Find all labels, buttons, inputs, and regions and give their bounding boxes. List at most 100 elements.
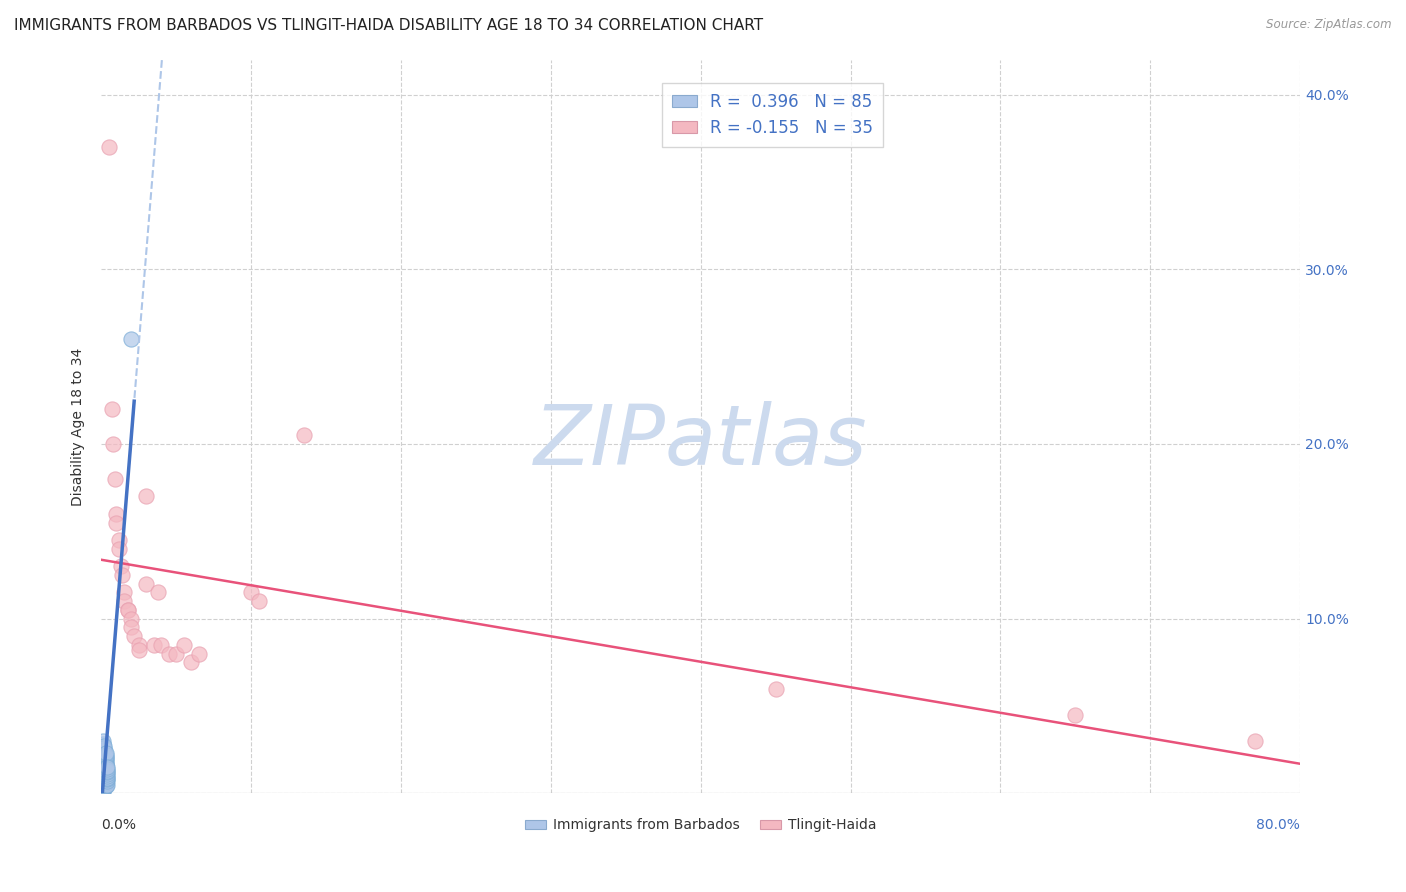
Point [93,751,115,765]
Point [122,629,145,643]
Point [105,507,128,521]
Point [94,758,117,772]
Point [91,734,114,748]
Point [142,638,165,652]
Point [91,751,114,765]
Point [146,585,169,599]
Point [96,767,118,781]
Point [180,656,202,670]
Point [91,758,114,772]
Point [96,774,118,789]
Point [112,594,135,608]
Point [91,776,114,790]
Point [1064,707,1087,722]
Text: Source: ZipAtlas.com: Source: ZipAtlas.com [1267,18,1392,31]
Point [135,576,157,591]
Point [91,780,114,794]
Point [91,742,114,756]
Point [247,594,270,608]
Point [93,765,115,780]
Point [94,753,117,767]
Point [91,783,114,797]
Point [157,647,180,661]
Point [91,778,114,792]
Point [91,744,114,758]
Point [105,516,128,530]
Point [96,765,118,780]
Point [91,756,114,771]
Point [94,780,117,794]
Point [93,755,115,769]
Point [91,762,114,776]
Point [187,647,209,661]
Point [117,603,139,617]
Point [94,774,117,789]
Point [94,767,117,781]
Point [91,749,114,764]
Point [96,772,118,787]
Point [96,764,118,778]
Text: ZIPatlas: ZIPatlas [534,401,868,482]
Point [94,746,117,760]
Point [117,603,139,617]
Point [94,747,117,762]
Point [93,764,115,778]
Point [108,541,131,556]
Point [93,762,115,776]
Point [91,764,114,778]
Point [91,760,114,774]
Point [91,781,114,796]
Point [292,428,315,442]
Point [765,681,787,696]
Point [128,638,150,652]
Point [240,585,263,599]
Point [91,769,114,783]
Point [91,767,114,781]
Point [94,772,117,787]
Point [110,559,132,574]
Point [96,762,118,776]
Point [120,332,142,346]
Point [1244,734,1267,748]
Point [91,753,114,767]
Y-axis label: Disability Age 18 to 34: Disability Age 18 to 34 [72,347,86,506]
Point [91,771,114,785]
Point [96,778,118,792]
Point [128,643,150,657]
Text: 80.0%: 80.0% [1256,818,1301,832]
Point [165,647,187,661]
Point [93,742,115,756]
Point [91,741,114,756]
Point [100,402,122,417]
Point [93,778,115,792]
Point [93,774,115,789]
Point [93,767,115,781]
Point [108,533,131,547]
Point [94,765,117,780]
Text: 0.0%: 0.0% [101,818,136,832]
Point [120,620,142,634]
Point [135,489,157,503]
Point [104,472,127,486]
Point [96,771,118,785]
Point [94,756,117,771]
Point [93,749,115,764]
Point [93,744,115,758]
Point [93,753,115,767]
Point [94,749,117,764]
Legend: R =  0.396   N = 85, R = -0.155   N = 35: R = 0.396 N = 85, R = -0.155 N = 35 [662,83,883,147]
Point [91,785,114,799]
Point [94,771,117,785]
Point [94,762,117,776]
Point [93,771,115,785]
Point [93,776,115,790]
Point [91,747,114,762]
Point [94,760,117,774]
Point [93,780,115,794]
Point [93,747,115,762]
Point [93,760,115,774]
Point [91,755,114,769]
Point [150,638,173,652]
Point [173,638,195,652]
Point [91,738,114,752]
